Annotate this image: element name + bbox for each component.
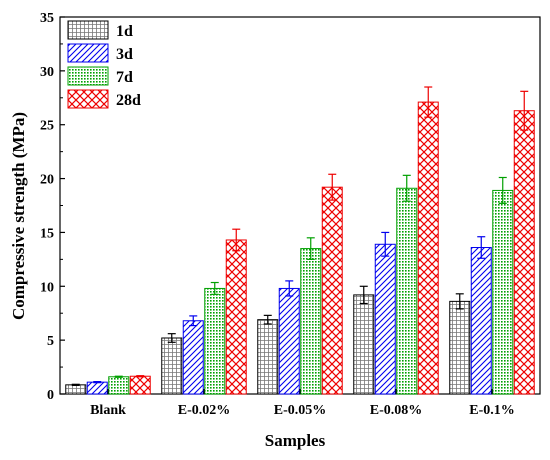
y-tick-label: 25 xyxy=(40,119,54,134)
bar-28d-E-0.05% xyxy=(321,186,343,395)
legend-label-3d: 3d xyxy=(116,46,133,63)
legend: 1d 3d 7d 28d xyxy=(67,20,141,109)
bar-7d-E-0.1% xyxy=(492,189,514,395)
bar-3d-E-0.02% xyxy=(182,320,204,395)
x-tick-label: E-0.05% xyxy=(274,403,327,418)
bar-7d-E-0.08% xyxy=(396,187,418,395)
bar-3d-Blank xyxy=(86,381,108,395)
x-tick-label: E-0.1% xyxy=(469,403,515,418)
bar-28d-E-0.02% xyxy=(225,239,247,395)
legend-label-28d: 28d xyxy=(116,92,141,109)
bar-1d-E-0.02% xyxy=(161,337,183,395)
x-tick-label: E-0.08% xyxy=(370,403,423,418)
y-tick-label: 30 xyxy=(40,65,54,80)
y-tick-label: 15 xyxy=(40,226,54,241)
bar-1d-Blank xyxy=(65,384,87,395)
error-bars xyxy=(71,86,529,386)
bars xyxy=(65,101,535,395)
bar-7d-E-0.05% xyxy=(300,248,322,395)
y-tick-label: 0 xyxy=(47,388,54,403)
legend-swatch-3d xyxy=(67,43,109,63)
legend-swatch-7d xyxy=(67,66,109,86)
bar-7d-E-0.02% xyxy=(204,287,226,395)
legend-swatch-28d xyxy=(67,89,109,109)
y-axis-title: Compressive strength (MPa) xyxy=(9,112,28,320)
y-tick-label: 35 xyxy=(40,11,54,26)
bar-7d-Blank xyxy=(108,376,130,395)
legend-label-1d: 1d xyxy=(116,23,133,40)
x-axis-title: Samples xyxy=(265,431,326,450)
bar-28d-E-0.08% xyxy=(417,101,439,395)
legend-swatch-1d xyxy=(67,20,109,40)
bar-1d-E-0.05% xyxy=(257,319,279,395)
y-tick-label: 20 xyxy=(40,173,54,188)
y-axis: 0 5 10 15 20 25 30 35 xyxy=(40,11,65,403)
legend-label-7d: 7d xyxy=(116,69,133,86)
bar-3d-E-0.05% xyxy=(278,287,300,395)
y-tick-label: 5 xyxy=(47,334,54,349)
bar-3d-E-0.1% xyxy=(470,247,492,395)
bar-3d-E-0.08% xyxy=(374,243,396,395)
x-tick-label: E-0.02% xyxy=(178,403,231,418)
bar-1d-E-0.08% xyxy=(353,294,375,395)
bar-28d-Blank xyxy=(129,375,151,395)
x-axis: Blank E-0.02% E-0.05% E-0.08% E-0.1% xyxy=(90,389,515,418)
y-tick-label: 10 xyxy=(40,280,54,295)
x-tick-label: Blank xyxy=(90,403,126,418)
bar-1d-E-0.1% xyxy=(449,300,471,395)
bar-28d-E-0.1% xyxy=(513,110,535,395)
